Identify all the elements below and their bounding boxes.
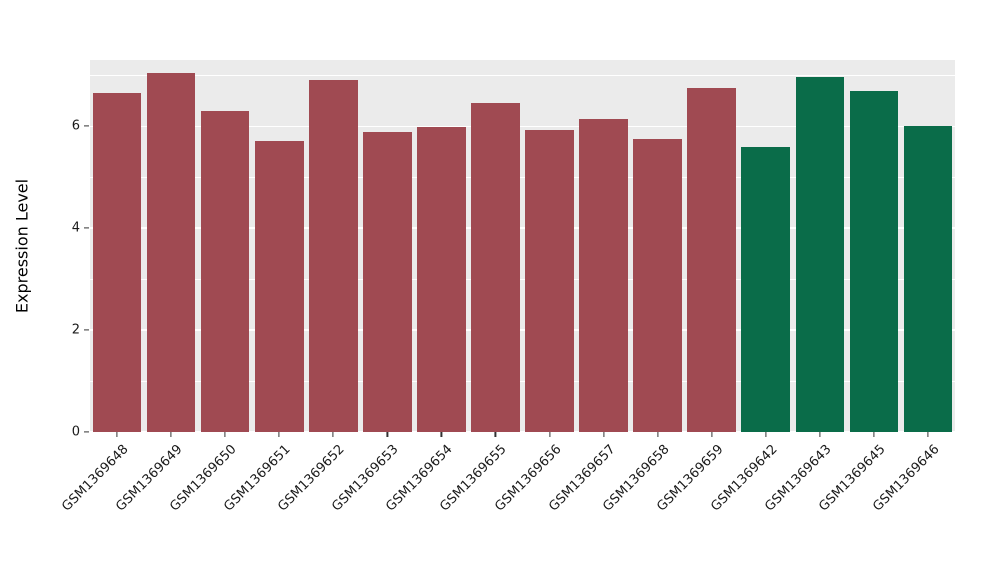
gridline-minor: [90, 176, 955, 178]
bar: [633, 139, 682, 432]
y-axis-tick-label: 4: [71, 220, 80, 236]
y-tick-mark: [84, 329, 89, 331]
bar: [903, 126, 953, 432]
y-tick-mark: [84, 227, 89, 229]
bar: [200, 110, 250, 432]
bar: [579, 118, 628, 432]
gridline-major: [90, 431, 955, 433]
bar: [849, 90, 899, 432]
x-tick-mark: [927, 432, 929, 437]
gridline-minor: [90, 278, 955, 280]
gridline-major: [90, 227, 955, 229]
bar: [146, 72, 196, 432]
x-tick-mark: [873, 432, 875, 437]
y-tick-mark: [84, 125, 89, 127]
y-axis-title: Expression Level: [12, 178, 32, 314]
x-tick-mark: [440, 432, 442, 437]
y-axis-tick-label: 0: [71, 424, 80, 440]
x-tick-mark: [116, 432, 118, 437]
x-tick-mark: [765, 432, 767, 437]
bar: [687, 88, 737, 432]
bar: [308, 80, 358, 432]
y-axis-tick-label: 6: [71, 118, 80, 134]
x-tick-mark: [386, 432, 388, 437]
x-tick-mark: [711, 432, 713, 437]
gridline-major: [90, 329, 955, 331]
x-tick-mark: [603, 432, 605, 437]
bar: [795, 76, 845, 432]
x-tick-mark: [170, 432, 172, 437]
bar: [417, 127, 466, 432]
x-tick-mark: [224, 432, 226, 437]
y-tick-mark: [84, 431, 89, 433]
x-tick-mark: [819, 432, 821, 437]
bar: [471, 103, 520, 432]
x-tick-mark: [548, 432, 551, 437]
x-tick-mark: [332, 432, 334, 437]
bar: [525, 129, 574, 432]
x-tick-mark: [657, 432, 659, 437]
gridline-minor: [90, 380, 955, 382]
gridline-minor: [90, 74, 955, 76]
x-tick-mark: [494, 432, 497, 437]
bar: [92, 93, 142, 432]
bar: [363, 132, 412, 432]
y-axis-tick-label: 2: [71, 322, 80, 338]
bar: [254, 140, 304, 432]
x-tick-mark: [278, 432, 280, 437]
bar: [741, 146, 791, 432]
gridline-major: [90, 125, 955, 127]
plot-panel: [90, 60, 955, 433]
